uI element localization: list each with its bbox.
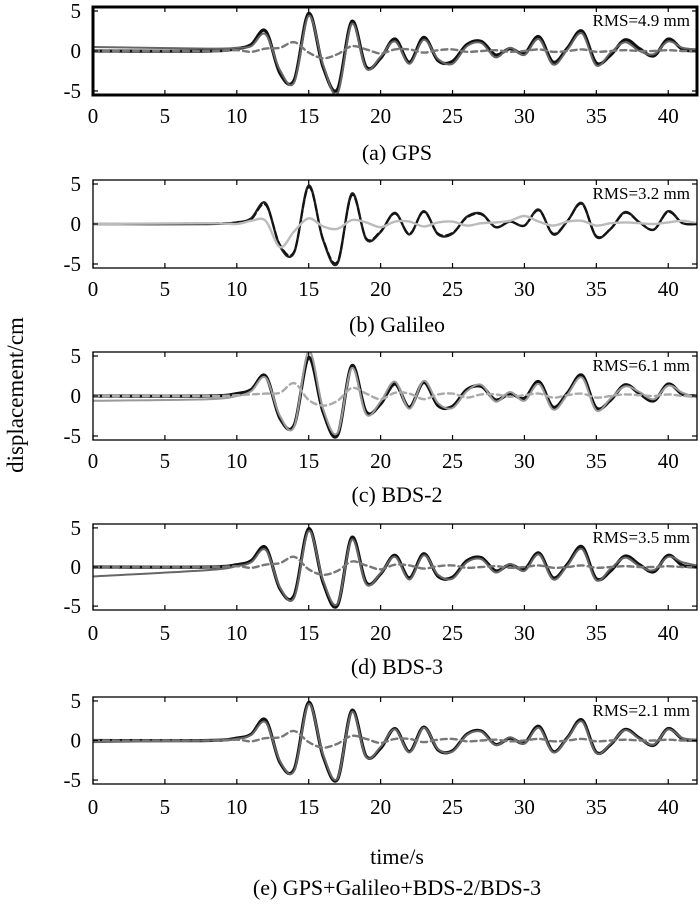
panel-combined-rms-annotation: RMS=2.1 mm [593,701,690,720]
panel-bds3-x-tick-label: 5 [160,621,171,645]
panel-combined-series-line-3 [93,729,697,749]
panel-galileo-x-tick-label: 10 [226,277,247,301]
y-axis-label: displacement/cm [3,317,28,473]
panel-galileo-x-tick-label: 20 [370,277,391,301]
panel-gps-x-tick-label: 5 [160,104,171,128]
panel-galileo-x-tick-label: 25 [442,277,463,301]
panel-bds2-series-line-2 [93,352,697,436]
panel-gps-x-tick-label: 25 [442,104,463,128]
panel-combined-x-tick-label: 15 [298,795,319,819]
panel-galileo-rms-annotation: RMS=3.2 mm [593,184,690,203]
panel-combined-series [93,700,697,783]
panel-bds2-x-tick-label: 0 [88,449,99,473]
panel-galileo-x-tick-label: 0 [88,277,99,301]
panel-bds3-series-line-3 [93,555,697,577]
panel-bds2-rms-annotation: RMS=6.1 mm [593,356,690,375]
panel-galileo-y-tick-label: 5 [71,172,82,196]
panel-combined-y-tick-label: 5 [71,689,82,713]
panel-bds3-y-tick-label: -5 [64,594,82,618]
panel-gps-y-tick-label: 5 [71,0,82,23]
panel-bds2-x-tick-label: 10 [226,449,247,473]
panel-galileo-y-tick-label: 0 [71,212,82,236]
panel-bds3-x-tick-label: 40 [658,621,679,645]
panel-gps-x-tick-label: 10 [226,104,247,128]
panel-bds2-x-tick-label: 30 [514,449,535,473]
panel-combined-x-tick-label: 10 [226,795,247,819]
panel-gps-x-tick-label: 30 [514,104,535,128]
panel-bds2-y-tick-label: 5 [71,344,82,368]
panel-combined-x-tick-label: 25 [442,795,463,819]
panel-bds2-x-tick-label: 25 [442,449,463,473]
panel-galileo-series-line-2 [93,186,697,265]
panel-combined-y-tick-label: 0 [71,729,82,753]
panel-bds3-x-tick-label: 20 [370,621,391,645]
panel-combined-x-tick-label: 5 [160,795,171,819]
panel-bds3-x-tick-label: 15 [298,621,319,645]
panel-galileo-x-tick-label: 35 [586,277,607,301]
panel-galileo-x-tick-label: 40 [658,277,679,301]
panel-gps-rms-annotation: RMS=4.9 mm [593,11,690,30]
panel-gps-y-tick-label: -5 [64,79,82,103]
panel-combined-x-tick-label: 30 [514,795,535,819]
panel-bds2-caption: (c) BDS-2 [351,482,442,507]
panel-bds2-y-tick-label: -5 [64,424,82,448]
panel-bds2-y-tick-label: 0 [71,384,82,408]
panel-bds3-x-tick-label: 30 [514,621,535,645]
x-axis-label: time/s [370,844,424,869]
panel-gps-x-tick-label: 20 [370,104,391,128]
panel-gps-x-tick-label: 0 [88,104,99,128]
panel-bds3-y-tick-label: 5 [71,516,82,540]
panel-bds2-x-tick-label: 20 [370,449,391,473]
panel-combined-x-tick-label: 0 [88,795,99,819]
panel-bds2-series-line-3 [93,381,697,407]
panel-combined-x-tick-label: 20 [370,795,391,819]
panel-galileo-x-tick-label: 5 [160,277,171,301]
panel-gps-series-line-3 [93,40,697,60]
panel-galileo-series-line-3 [93,214,697,249]
panel-bds3-caption: (d) BDS-3 [351,654,443,679]
panel-bds3-x-tick-label: 35 [586,621,607,645]
panel-bds3-x-tick-label: 0 [88,621,99,645]
panel-gps-x-tick-label: 15 [298,104,319,128]
panel-bds3-x-tick-label: 25 [442,621,463,645]
panel-gps-caption: (a) GPS [362,140,432,165]
panel-combined-y-tick-label: -5 [64,768,82,792]
panel-bds2-series [93,352,697,439]
panel-bds3-y-tick-label: 0 [71,555,82,579]
panel-combined-x-tick-label: 40 [658,795,679,819]
panel-galileo-x-tick-label: 15 [298,277,319,301]
panel-gps-x-tick-label: 40 [658,104,679,128]
panel-bds3-rms-annotation: RMS=3.5 mm [593,528,690,547]
panel-bds2-x-tick-label: 40 [658,449,679,473]
panel-bds2-x-tick-label: 15 [298,449,319,473]
panel-gps-y-tick-label: 0 [71,39,82,63]
panel-combined-caption: (e) GPS+Galileo+BDS-2/BDS-3 [253,875,541,900]
panel-gps-series [93,11,697,95]
panel-galileo-y-tick-label: -5 [64,252,82,276]
panel-galileo-x-tick-label: 30 [514,277,535,301]
panel-combined-x-tick-label: 35 [586,795,607,819]
panel-galileo-caption: (b) Galileo [349,312,445,337]
panel-galileo-series [93,184,697,267]
panel-gps-x-tick-label: 35 [586,104,607,128]
panel-bds3-series [93,527,697,609]
panel-bds2-x-tick-label: 35 [586,449,607,473]
panel-bds2-x-tick-label: 5 [160,449,171,473]
panel-bds3-x-tick-label: 10 [226,621,247,645]
